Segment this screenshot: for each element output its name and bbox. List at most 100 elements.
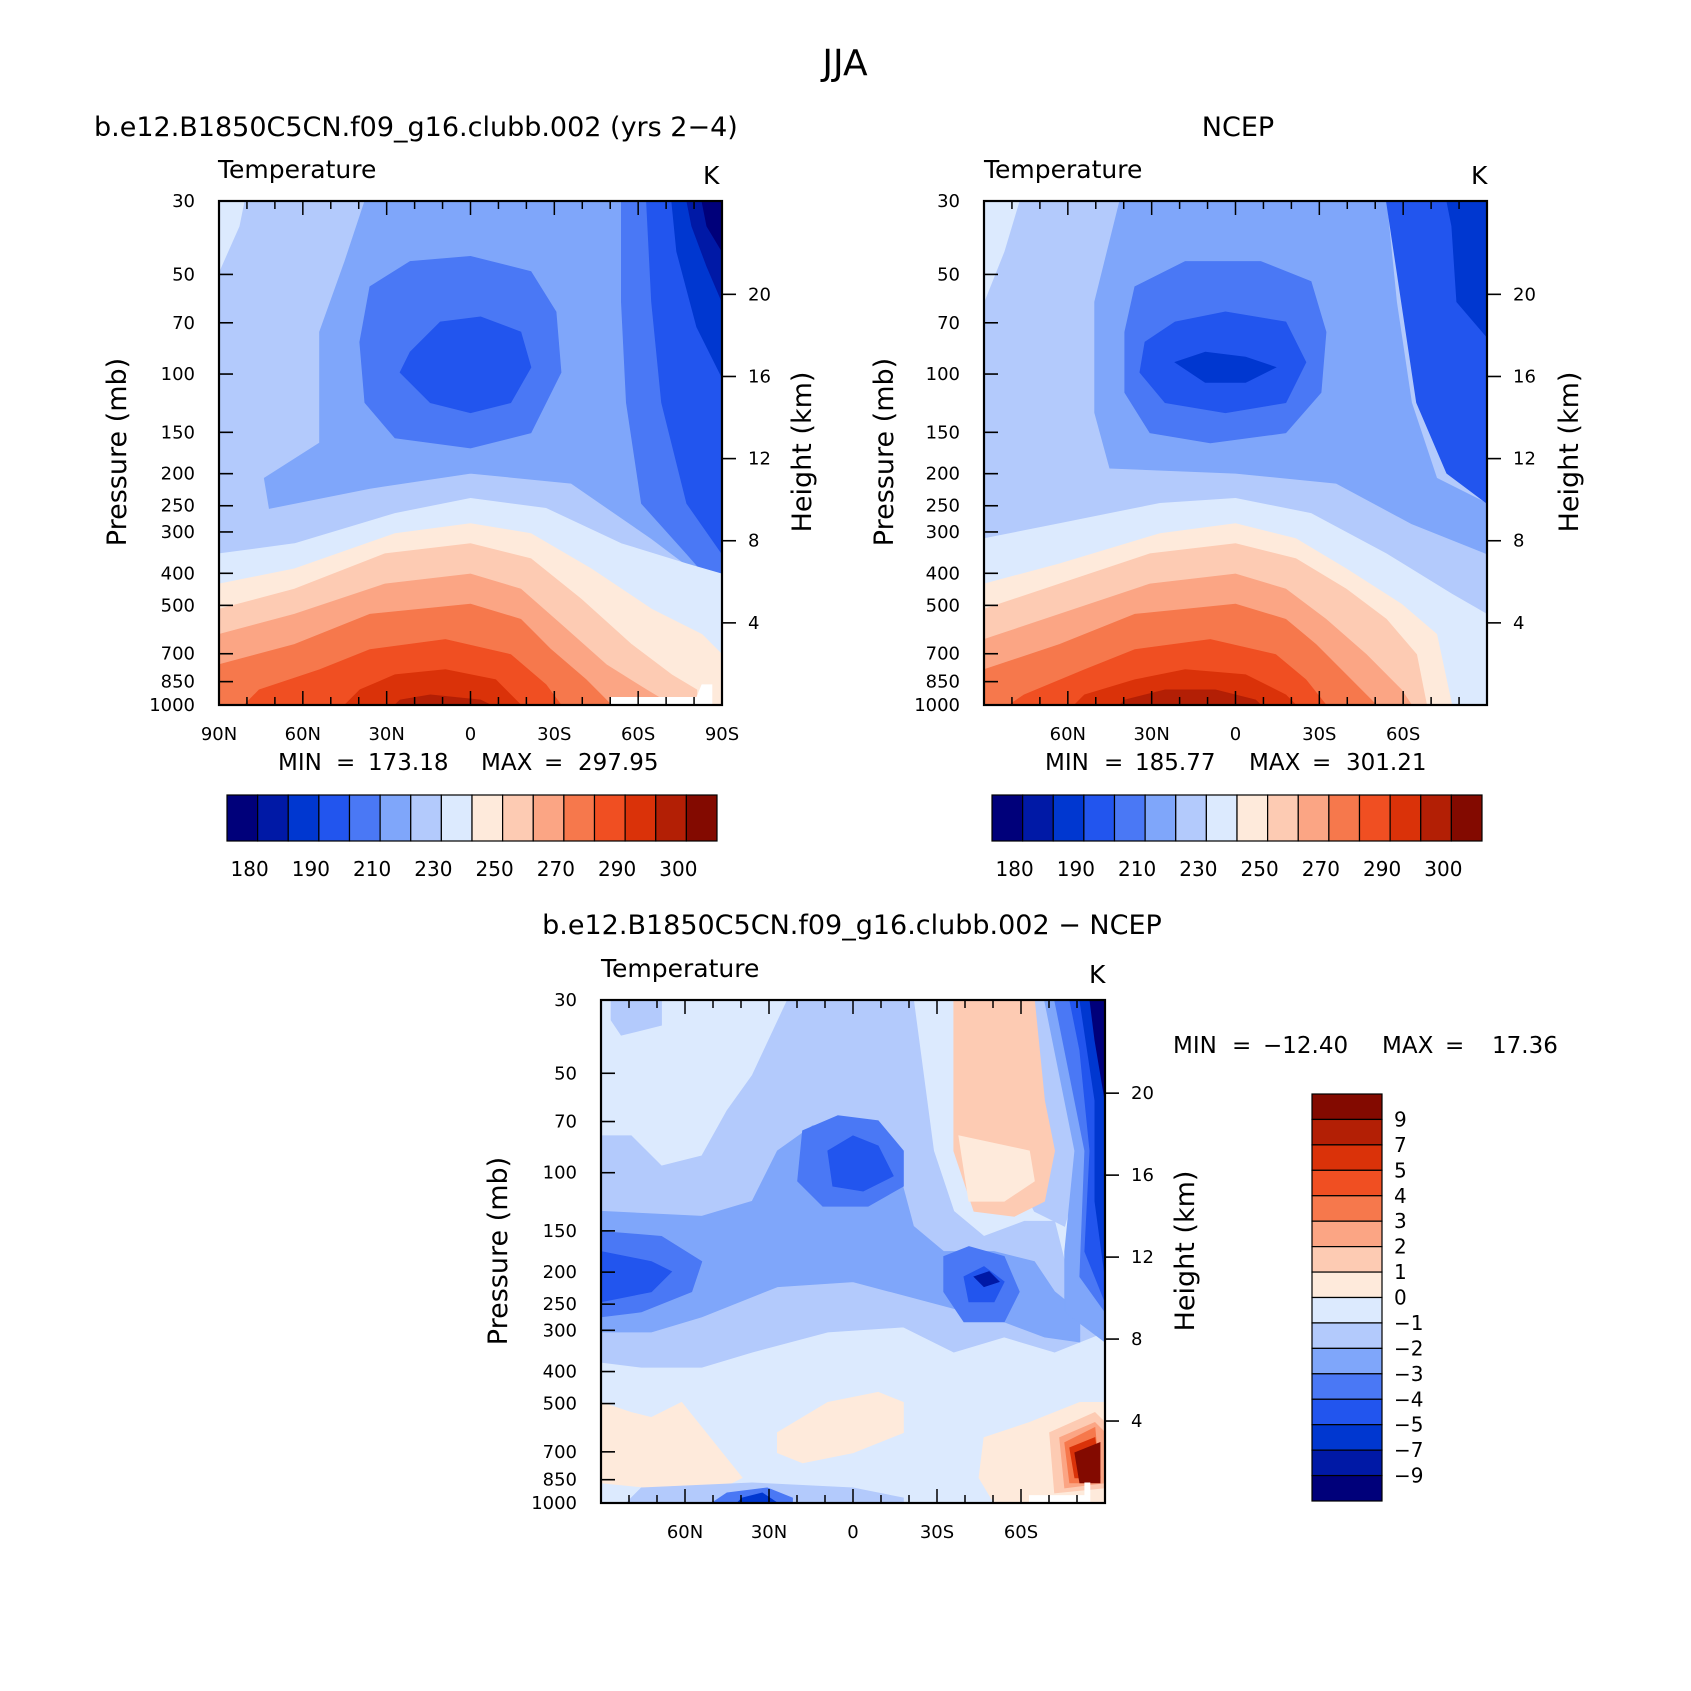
colorbar-label: 180	[996, 857, 1034, 881]
colorbar-label: 290	[1363, 857, 1401, 881]
panel-model-colorbar: 180 190 210 230 250 270 290 300	[226, 794, 718, 881]
colorbar-label: 210	[1118, 857, 1156, 881]
colorbar-label: 3	[1394, 1209, 1407, 1233]
panel-ncep-eq2: =	[1312, 750, 1331, 776]
colorbar-box	[1144, 794, 1177, 842]
panel-diff-variable: Temperature	[600, 954, 759, 983]
colorbar-box	[1311, 1373, 1383, 1400]
contour-band	[1074, 1442, 1101, 1484]
y-tick-label: 70	[937, 313, 960, 334]
colorbar-box	[471, 794, 504, 842]
colorbar-box	[1236, 794, 1269, 842]
colorbar-box	[502, 794, 534, 842]
colorbar-box	[1311, 1398, 1383, 1426]
contour-band	[973, 1271, 1000, 1288]
x-tick-label: 30N	[751, 1522, 787, 1543]
colorbar-label: 210	[353, 857, 391, 881]
colorbar-box	[287, 794, 320, 842]
colorbar-box	[1311, 1169, 1383, 1197]
panel-ncep-colorbar: 180 190 210 230 250 270 290 300	[991, 794, 1483, 881]
x-tick-label: 90N	[201, 724, 237, 745]
panel-diff-min-label: MIN	[1173, 1033, 1217, 1059]
panel-model-stats: MIN = 173.18 MAX = 297.95	[278, 750, 658, 776]
panel-diff-ylabel: Pressure (mb)	[483, 1157, 514, 1345]
y2-tick-label: 20	[1131, 1083, 1154, 1104]
colorbar-label: −3	[1394, 1362, 1423, 1386]
y-tick-label: 50	[937, 264, 960, 285]
x-tick-label: 60S	[1386, 724, 1420, 745]
panel-ncep-eq1: =	[1104, 750, 1123, 776]
panel-ncep-max-label: MAX	[1249, 750, 1301, 776]
panel-model-max-label: MAX	[481, 750, 533, 776]
colorbar-label: 230	[414, 857, 452, 881]
panel-model-eq2: =	[544, 750, 563, 776]
contour-band	[701, 201, 722, 253]
y2-tick-label: 4	[1131, 1411, 1142, 1432]
y-tick-label: 1000	[149, 695, 195, 716]
x-tick-label: 30S	[1302, 724, 1336, 745]
y2-tick-label: 4	[1513, 613, 1524, 634]
colorbar-box	[1311, 1322, 1383, 1349]
colorbar-label: −9	[1394, 1464, 1423, 1488]
colorbar-box	[379, 794, 412, 842]
x-tick-label: 0	[1230, 724, 1241, 745]
panel-diff-y2label: Height (km)	[1170, 1171, 1201, 1332]
y2-tick-label: 8	[1131, 1329, 1142, 1350]
colorbar-box	[1311, 1449, 1383, 1477]
panel-diff: b.e12.B1850C5CN.f09_g16.clubb.002 − NCEP…	[483, 910, 1558, 1543]
colorbar-box	[1311, 1118, 1383, 1146]
colorbar-box	[1311, 1296, 1383, 1324]
colorbar-label: 0	[1394, 1286, 1407, 1310]
colorbar-label: 190	[1057, 857, 1095, 881]
panel-ncep-min-label: MIN	[1045, 750, 1089, 776]
contour-band	[610, 684, 713, 705]
colorbar-box	[440, 794, 473, 842]
colorbar-label: 300	[1424, 857, 1462, 881]
colorbar-box	[1267, 794, 1299, 842]
y-tick-label: 30	[172, 191, 195, 212]
colorbar-box	[1311, 1271, 1383, 1299]
colorbar-label: 290	[598, 857, 636, 881]
panel-ncep: NCEP Temperature K Pressure (mb) Height …	[869, 112, 1585, 881]
y-tick-label: 400	[161, 563, 195, 584]
contour-band	[827, 1135, 894, 1192]
panel-model-ylabel: Pressure (mb)	[102, 358, 133, 546]
colorbar-box	[318, 794, 351, 842]
colorbar-box	[1083, 794, 1116, 842]
colorbar-label: 2	[1394, 1235, 1407, 1259]
colorbar-box	[1297, 794, 1330, 842]
y-tick-label: 250	[161, 496, 195, 517]
y-tick-label: 100	[161, 364, 195, 385]
colorbar-label: 180	[231, 857, 269, 881]
contour-fills	[219, 201, 722, 705]
y-tick-label: 150	[543, 1221, 577, 1242]
panel-diff-units: K	[1089, 960, 1106, 989]
y-tick-label: 1000	[531, 1493, 577, 1514]
y-tick-label: 200	[161, 464, 195, 485]
panel-diff-max-label: MAX	[1382, 1033, 1434, 1059]
colorbar-box	[1311, 1093, 1383, 1121]
contour-band	[736, 1492, 779, 1503]
colorbar-box	[1311, 1195, 1383, 1222]
colorbar-box	[1175, 794, 1207, 842]
panel-model-units: K	[703, 161, 720, 190]
panel-diff-eq2: =	[1445, 1033, 1464, 1059]
y-tick-label: 100	[926, 364, 960, 385]
colorbar-box	[991, 794, 1024, 842]
y-tick-label: 700	[543, 1442, 577, 1463]
contour-band	[601, 1251, 673, 1303]
y-tick-label: 850	[543, 1470, 577, 1491]
colorbar-label: 5	[1394, 1158, 1407, 1182]
y-tick-label: 500	[543, 1394, 577, 1415]
contour-band	[1174, 351, 1277, 383]
y2-tick-label: 20	[1513, 284, 1536, 305]
colorbar-label: −7	[1394, 1438, 1423, 1462]
colorbar-box	[532, 794, 565, 842]
colorbar-box	[1311, 1220, 1383, 1248]
panel-diff-title: b.e12.B1850C5CN.f09_g16.clubb.002 − NCEP	[542, 910, 1162, 941]
colorbar-box	[257, 794, 289, 842]
colorbar-box	[1389, 794, 1422, 842]
y-tick-label: 70	[172, 313, 195, 334]
y-tick-label: 850	[161, 672, 195, 693]
